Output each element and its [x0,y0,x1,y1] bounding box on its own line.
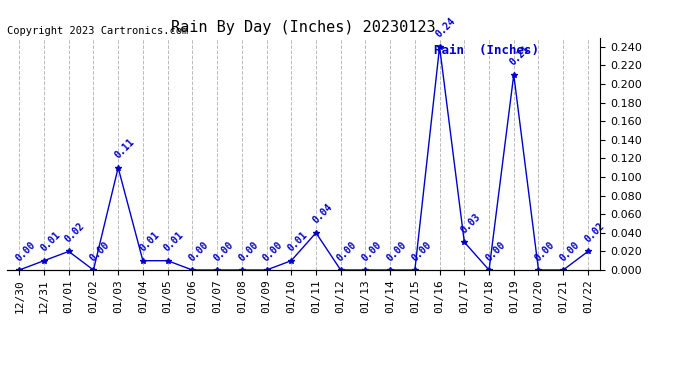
Text: 0.00: 0.00 [236,239,260,263]
Title: Rain By Day (Inches) 20230123: Rain By Day (Inches) 20230123 [171,20,436,35]
Text: 0.00: 0.00 [187,239,210,263]
Text: 0.00: 0.00 [88,239,112,263]
Text: 0.00: 0.00 [533,239,557,263]
Text: 0.01: 0.01 [39,230,62,254]
Text: 0.04: 0.04 [310,202,334,226]
Text: 0.00: 0.00 [558,239,582,263]
Text: 0.24: 0.24 [434,16,457,40]
Text: 0.00: 0.00 [212,239,235,263]
Text: 0.02: 0.02 [63,221,87,245]
Text: 0.01: 0.01 [286,230,309,254]
Text: 0.01: 0.01 [162,230,186,254]
Text: 0.21: 0.21 [509,44,532,68]
Text: 0.00: 0.00 [360,239,384,263]
Text: 0.02: 0.02 [582,221,606,245]
Text: 0.00: 0.00 [409,239,433,263]
Text: 0.00: 0.00 [335,239,359,263]
Text: 0.01: 0.01 [137,230,161,254]
Text: 0.11: 0.11 [112,137,137,161]
Text: Copyright 2023 Cartronics.com: Copyright 2023 Cartronics.com [7,26,188,36]
Text: 0.00: 0.00 [14,239,37,263]
Text: 0.00: 0.00 [384,239,408,263]
Text: 0.00: 0.00 [261,239,285,263]
Text: 0.00: 0.00 [484,239,507,263]
Text: Rain  (Inches): Rain (Inches) [434,45,539,57]
Text: 0.03: 0.03 [459,211,482,235]
